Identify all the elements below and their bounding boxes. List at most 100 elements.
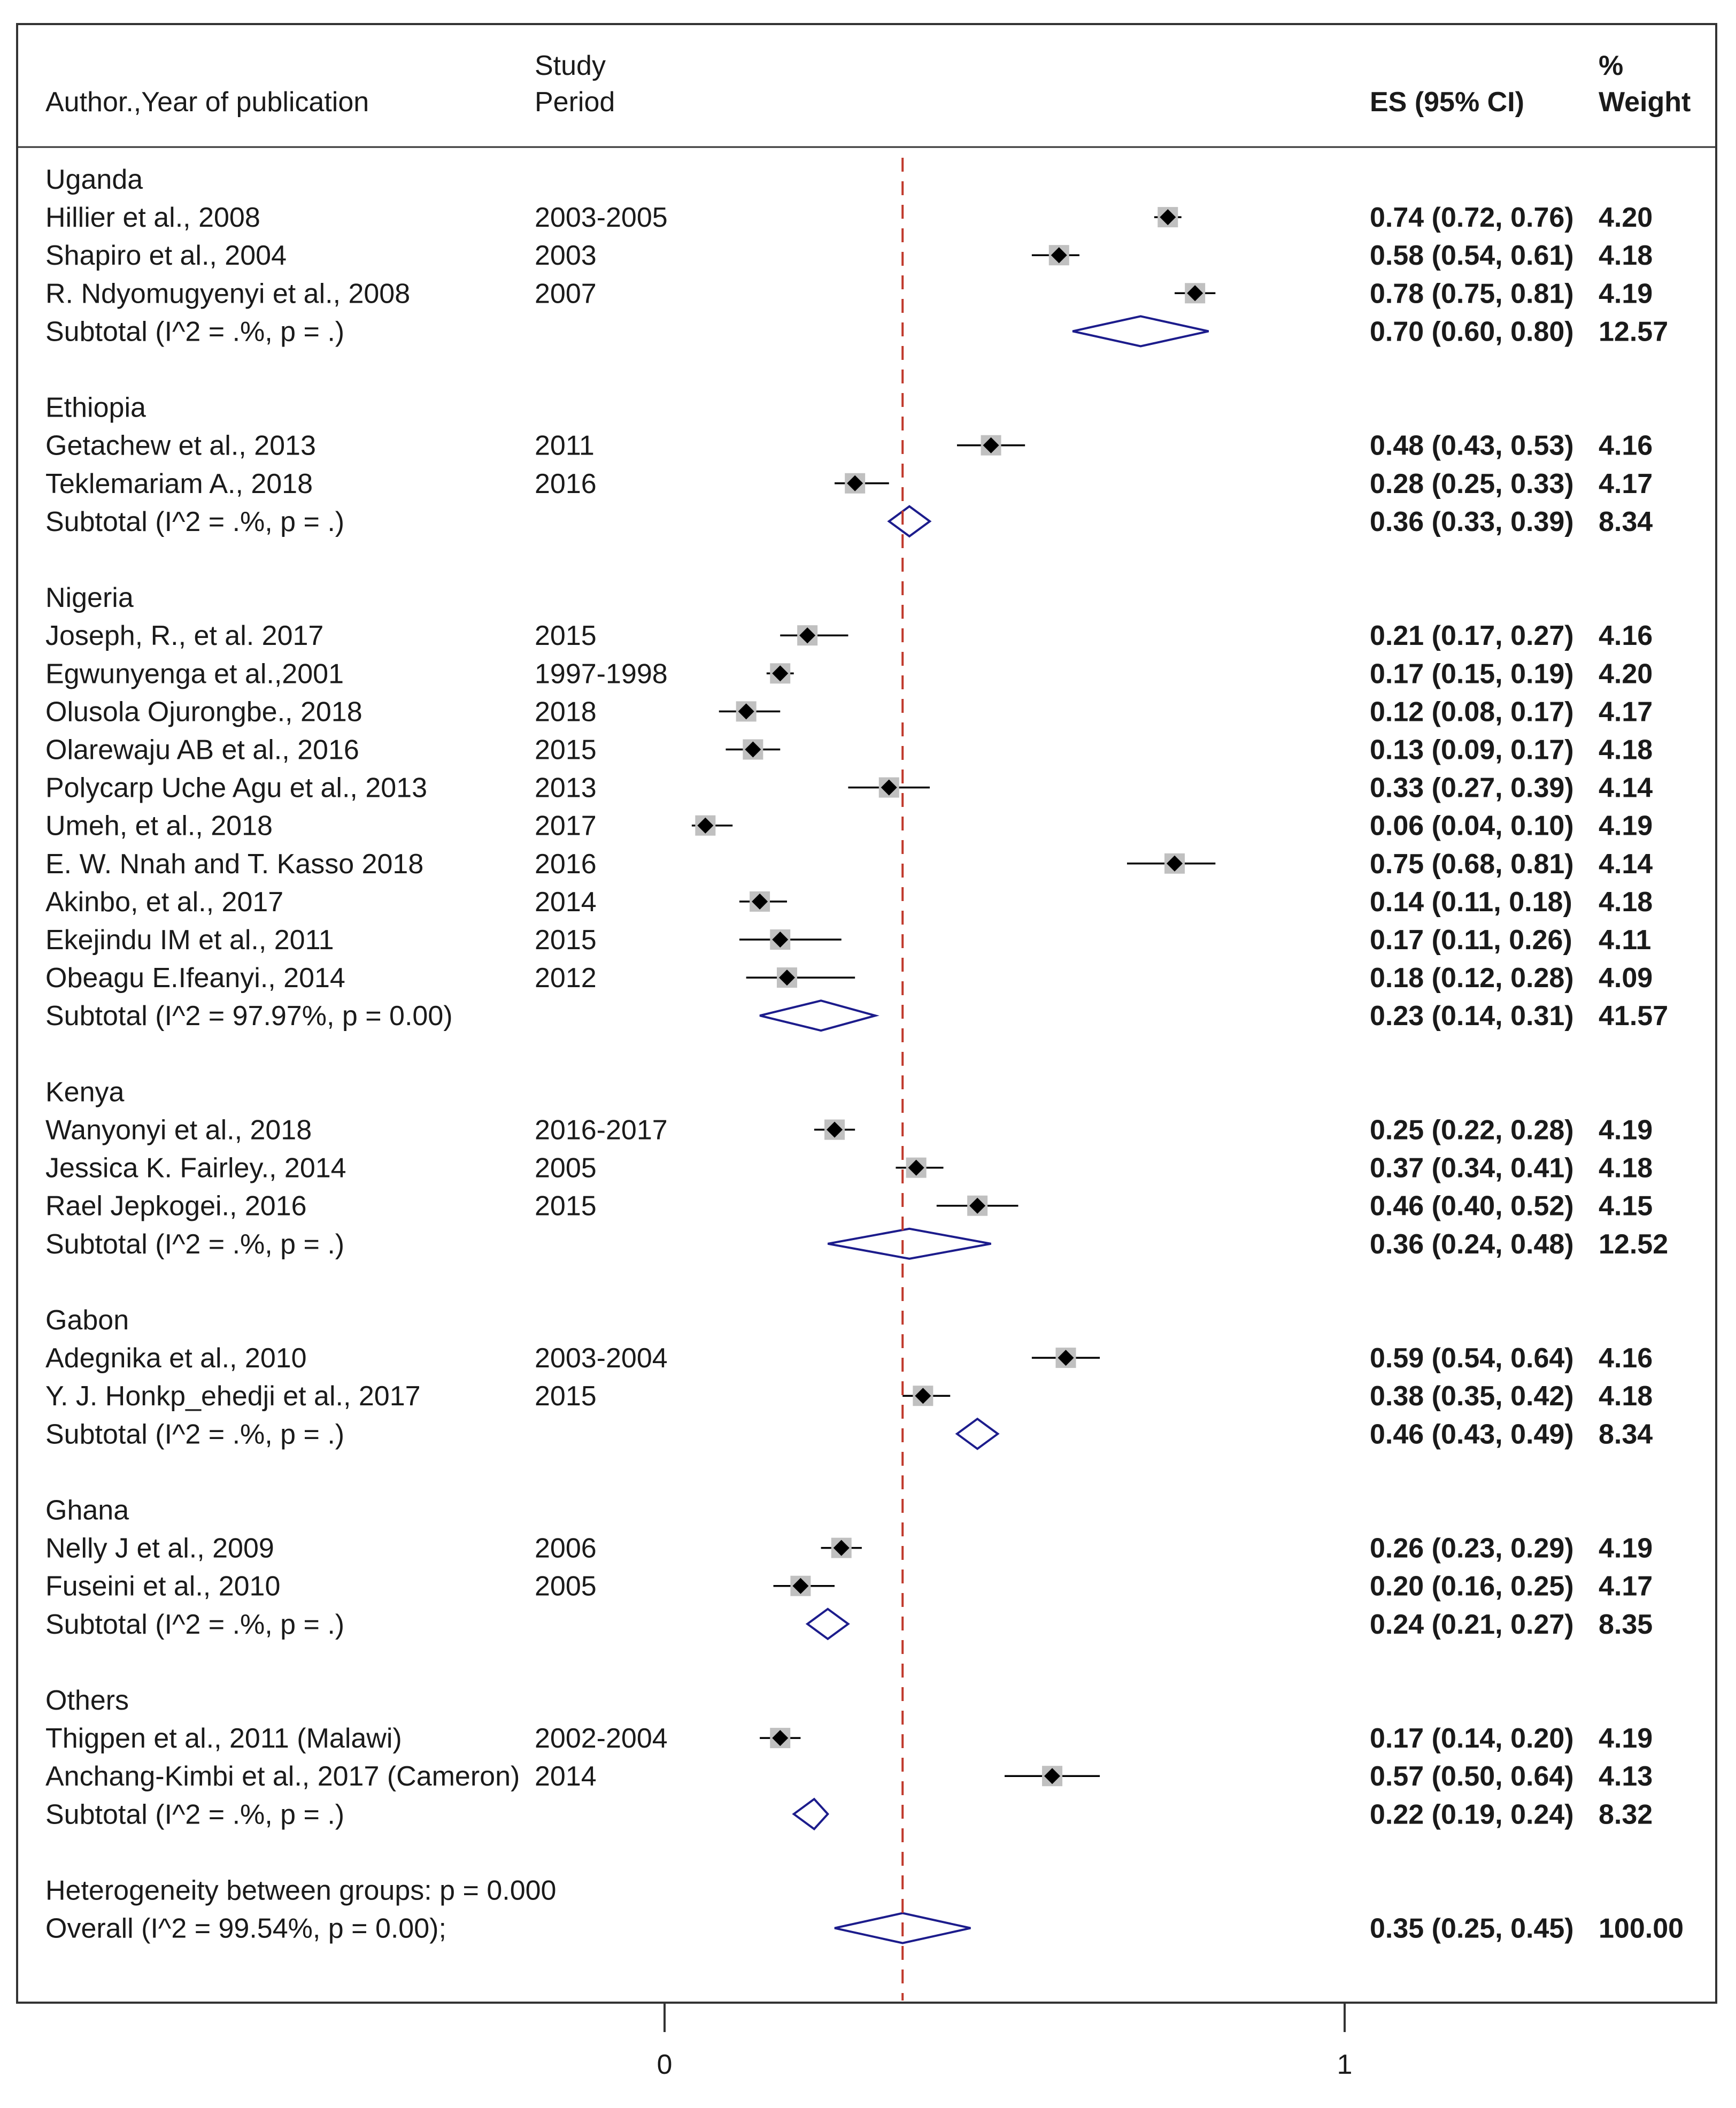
study-period: 2007: [535, 278, 597, 309]
point-estimate-marker: [847, 475, 863, 491]
point-estimate-marker: [772, 1730, 789, 1747]
study-weight: 4.16: [1599, 1343, 1653, 1374]
study-period: 2011: [535, 430, 595, 461]
subtotal-weight: 8.35: [1599, 1609, 1653, 1640]
study-weight: 4.19: [1599, 1723, 1653, 1754]
period-column-header-line1: Study: [535, 50, 606, 81]
study-weight: 4.19: [1599, 811, 1653, 842]
group-label: Ethiopia: [45, 393, 146, 424]
overall-diamond: [834, 1912, 971, 1944]
point-estimate-marker: [1044, 1768, 1061, 1784]
subtotal-label: Subtotal (I^2 = .%, p = .): [45, 506, 344, 537]
subtotal-diamond: [805, 1607, 850, 1641]
study-author: Obeagu E.Ifeanyi., 2014: [45, 963, 345, 994]
study-period: 2003-2004: [535, 1343, 668, 1374]
point-estimate-marker: [881, 779, 897, 796]
study-weight: 4.16: [1599, 620, 1653, 651]
study-author: Rael Jepkogei., 2016: [45, 1191, 307, 1222]
study-es-ci: 0.37 (0.34, 0.41): [1370, 1153, 1574, 1184]
study-weight: 4.20: [1599, 202, 1653, 233]
study-weight: 4.14: [1599, 849, 1653, 880]
point-estimate-marker: [1051, 247, 1067, 264]
study-author: Thigpen et al., 2011 (Malawi): [45, 1723, 402, 1754]
author-column-header: Author.,Year of publication: [45, 87, 369, 118]
study-author: Shapiro et al., 2004: [45, 240, 287, 271]
point-estimate-marker: [915, 1388, 931, 1404]
subtotal-label: Subtotal (I^2 = .%, p = .): [45, 1419, 344, 1450]
es-column-header: ES (95% CI): [1370, 87, 1524, 118]
study-period: 2015: [535, 620, 597, 651]
group-label: Uganda: [45, 164, 143, 195]
study-period: 2002-2004: [535, 1723, 668, 1754]
study-author: E. W. Nnah and T. Kasso 2018: [45, 849, 423, 880]
study-period: 2016: [535, 849, 597, 880]
subtotal-diamond: [759, 999, 879, 1032]
subtotal-label: Subtotal (I^2 = .%, p = .): [45, 316, 344, 347]
study-period: 2015: [535, 1381, 597, 1412]
subtotal-diamond: [792, 1797, 829, 1830]
point-estimate-marker: [969, 1197, 986, 1214]
study-author: Umeh, et al., 2018: [45, 811, 273, 842]
study-period: 2012: [535, 963, 597, 994]
subtotal-weight: 12.57: [1599, 316, 1668, 347]
study-weight: 4.17: [1599, 1571, 1653, 1602]
point-estimate-marker: [1167, 855, 1183, 872]
study-weight: 4.14: [1599, 773, 1653, 804]
study-author: Fuseini et al., 2010: [45, 1571, 280, 1602]
period-column-header-line2: Period: [535, 87, 615, 118]
point-estimate-marker: [833, 1540, 850, 1556]
study-period: 2005: [535, 1153, 597, 1184]
subtotal-weight: 8.34: [1599, 506, 1653, 537]
study-weight: 4.18: [1599, 1153, 1653, 1184]
study-author: Egwunyenga et al.,2001: [45, 658, 344, 689]
study-weight: 4.18: [1599, 240, 1653, 271]
subtotal-label: Subtotal (I^2 = 97.97%, p = 0.00): [45, 1001, 453, 1032]
study-es-ci: 0.06 (0.04, 0.10): [1370, 811, 1574, 842]
subtotal-es-ci: 0.46 (0.43, 0.49): [1370, 1419, 1574, 1450]
point-estimate-marker: [792, 1578, 809, 1594]
subtotal-weight: 12.52: [1599, 1229, 1668, 1260]
point-estimate-marker: [778, 970, 795, 986]
study-period: 2016: [535, 468, 597, 499]
group-label: Kenya: [45, 1076, 125, 1107]
overall-weight: 100.00: [1599, 1913, 1684, 1944]
subtotal-weight: 8.34: [1599, 1419, 1653, 1450]
study-period: 2013: [535, 773, 597, 804]
study-es-ci: 0.13 (0.09, 0.17): [1370, 735, 1574, 766]
study-period: 2016-2017: [535, 1115, 668, 1146]
study-es-ci: 0.48 (0.43, 0.53): [1370, 430, 1574, 461]
point-estimate-marker: [697, 817, 714, 834]
subtotal-label: Subtotal (I^2 = .%, p = .): [45, 1229, 344, 1260]
study-weight: 4.15: [1599, 1191, 1653, 1222]
study-es-ci: 0.74 (0.72, 0.76): [1370, 202, 1574, 233]
point-estimate-marker: [983, 437, 999, 453]
subtotal-es-ci: 0.24 (0.21, 0.27): [1370, 1609, 1574, 1640]
study-weight: 4.18: [1599, 735, 1653, 766]
point-estimate-marker: [1187, 285, 1203, 302]
study-author: Akinbo, et al., 2017: [45, 887, 283, 918]
study-period: 2003: [535, 240, 597, 271]
study-author: Nelly J et al., 2009: [45, 1533, 274, 1564]
point-estimate-marker: [745, 741, 761, 758]
subtotal-es-ci: 0.36 (0.24, 0.48): [1370, 1229, 1574, 1260]
study-author: Jessica K. Fairley., 2014: [45, 1153, 346, 1184]
study-author: Y. J. Honkp_ehedji et al., 2017: [45, 1381, 421, 1412]
subtotal-diamond: [887, 505, 932, 538]
weight-column-header-line1: %: [1599, 50, 1623, 81]
subtotal-diamond: [827, 1227, 991, 1260]
study-author: Adegnika et al., 2010: [45, 1343, 307, 1374]
study-es-ci: 0.17 (0.15, 0.19): [1370, 658, 1574, 689]
group-label: Ghana: [45, 1495, 129, 1526]
study-es-ci: 0.17 (0.14, 0.20): [1370, 1723, 1574, 1754]
plot-frame: [16, 23, 1717, 2004]
study-author: Anchang-Kimbi et al., 2017 (Cameron): [45, 1761, 520, 1792]
study-es-ci: 0.18 (0.12, 0.28): [1370, 963, 1574, 994]
study-weight: 4.19: [1599, 278, 1653, 309]
study-weight: 4.17: [1599, 696, 1653, 727]
point-estimate-marker: [772, 665, 789, 682]
study-weight: 4.11: [1599, 925, 1651, 956]
study-period: 2018: [535, 696, 597, 727]
study-es-ci: 0.38 (0.35, 0.42): [1370, 1381, 1574, 1412]
study-period: 2003-2005: [535, 202, 668, 233]
